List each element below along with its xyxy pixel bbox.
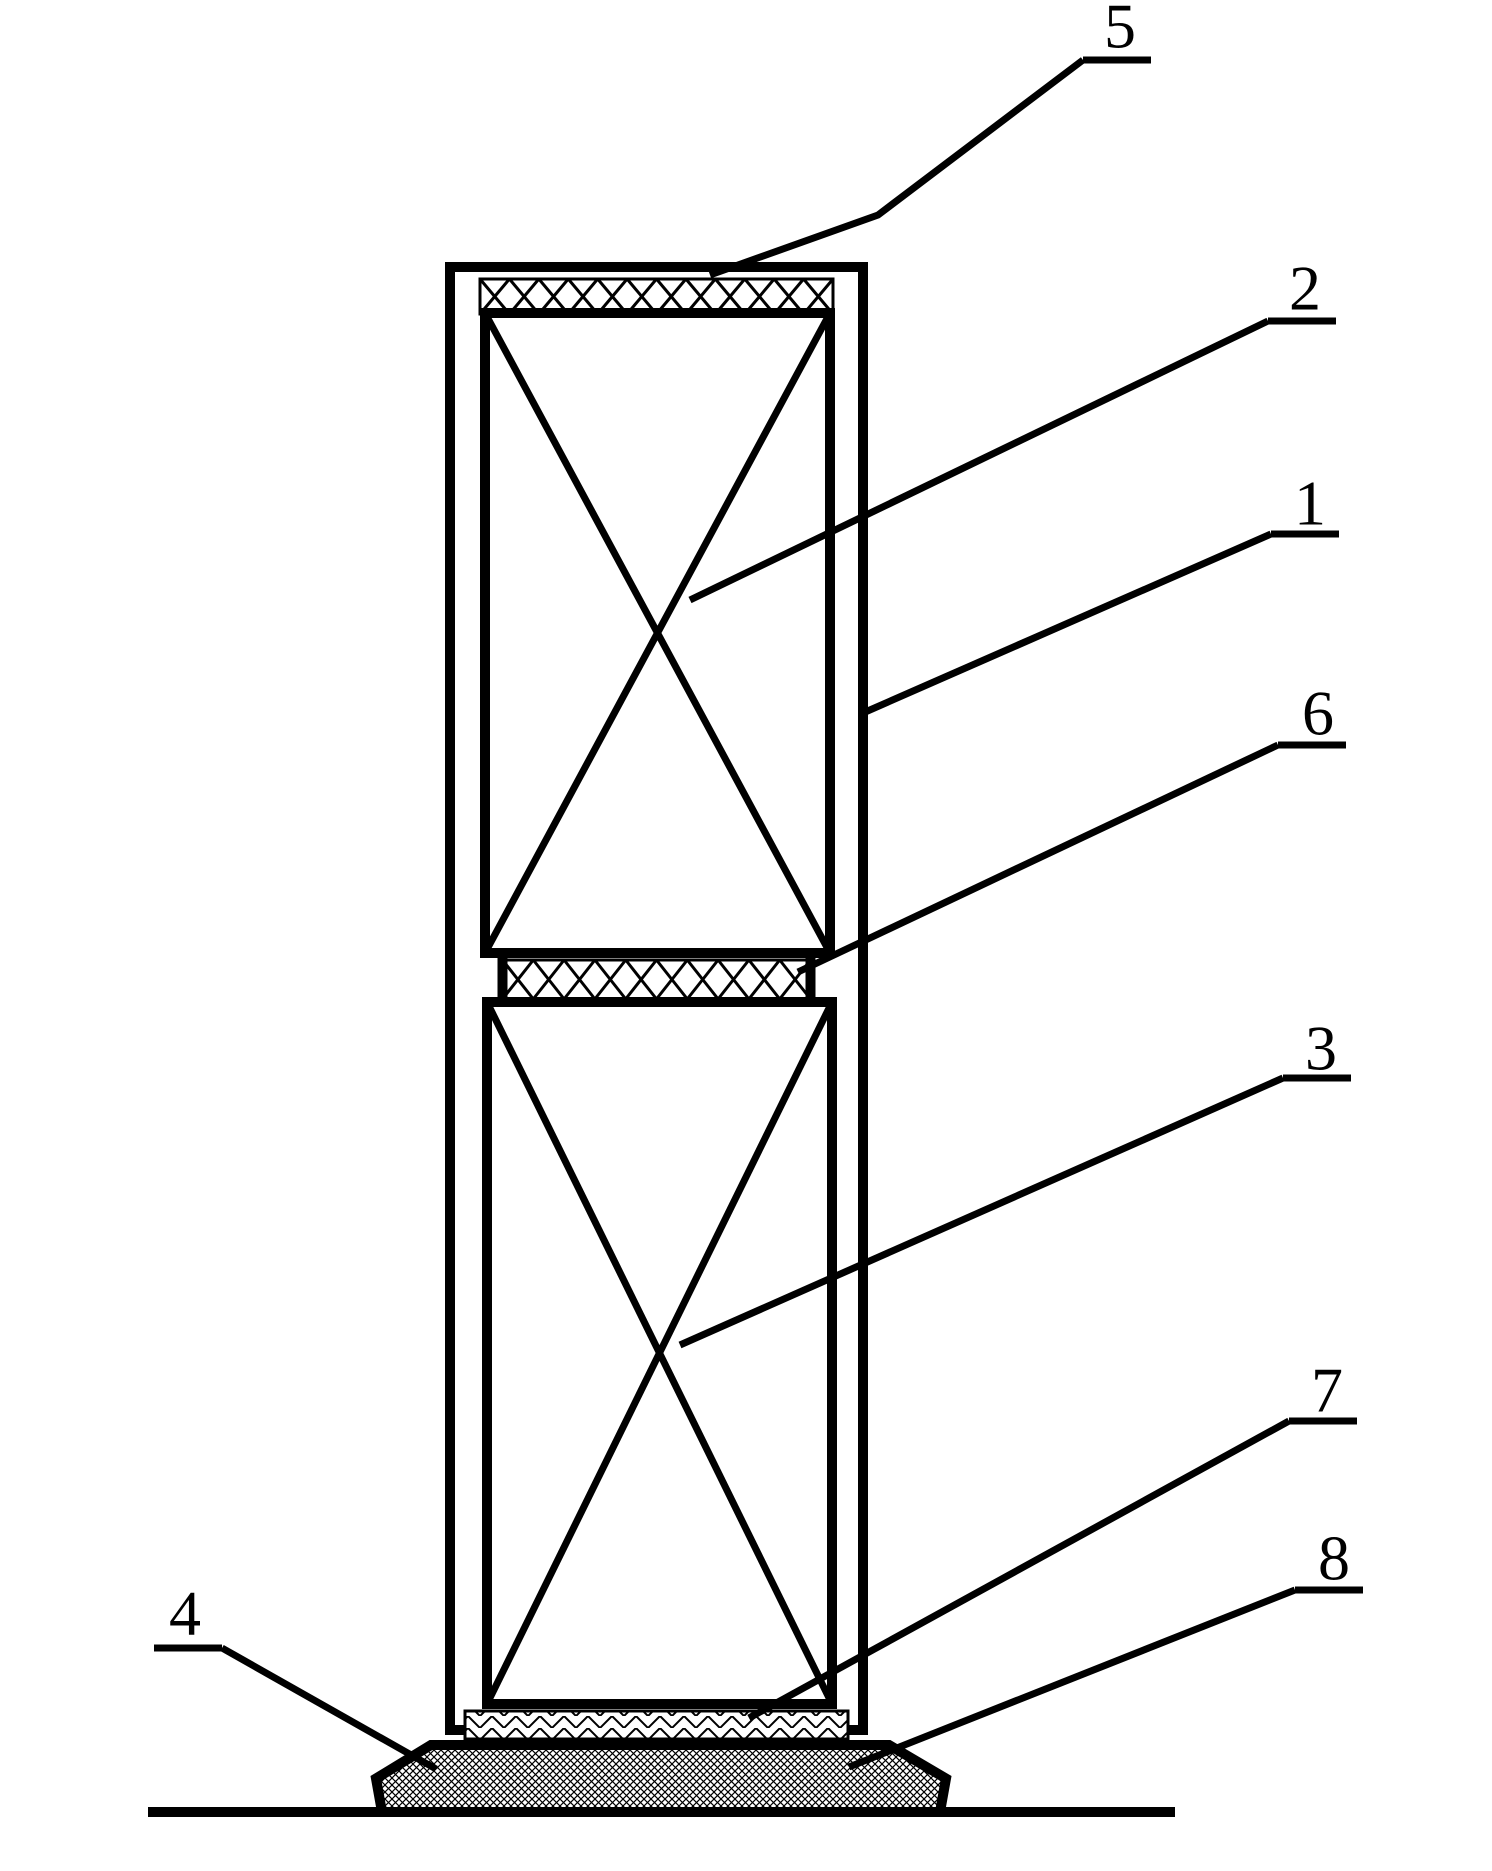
label-3: 3 (1305, 1013, 1337, 1084)
label-6: 6 (1302, 678, 1334, 749)
callout-7: 7 (749, 1355, 1357, 1718)
leader-8 (849, 1590, 1295, 1767)
label-7: 7 (1311, 1355, 1343, 1426)
diamond-band-middle (503, 960, 811, 999)
callout-6: 6 (798, 678, 1346, 972)
label-2: 2 (1289, 253, 1321, 324)
leader-6 (798, 745, 1278, 972)
leader-4 (222, 1648, 436, 1769)
label-4: 4 (169, 1578, 201, 1649)
upper-block (485, 313, 830, 953)
leader-5 (710, 60, 1083, 275)
label-5: 5 (1104, 0, 1136, 62)
callout-3: 3 (680, 1013, 1351, 1345)
callout-4: 4 (154, 1578, 436, 1769)
leader-1 (863, 534, 1271, 713)
chevron-band (465, 1711, 848, 1739)
leader-3 (680, 1078, 1283, 1345)
callout-8: 8 (849, 1523, 1363, 1767)
lower-block (487, 1002, 832, 1704)
leader-2 (690, 321, 1268, 600)
base-pad (376, 1745, 946, 1812)
callout-5: 5 (710, 0, 1151, 275)
callout-1: 1 (863, 468, 1339, 713)
label-8: 8 (1318, 1523, 1350, 1594)
label-1: 1 (1294, 468, 1326, 539)
